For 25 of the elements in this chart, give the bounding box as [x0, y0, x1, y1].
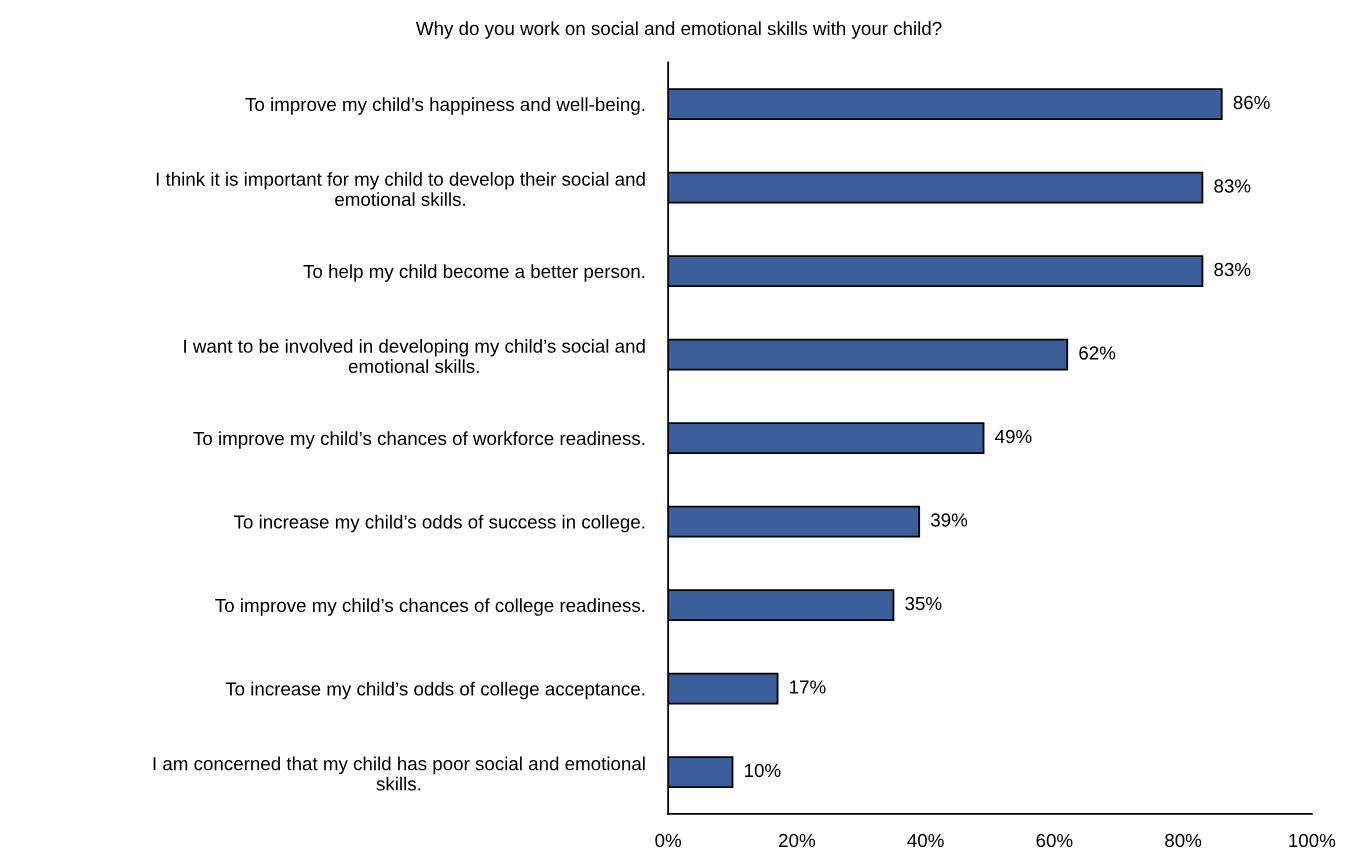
data-label: 83%	[1214, 179, 1251, 193]
data-label: 35%	[905, 596, 942, 611]
y-tick-label: I want to be involved in developing my child’s social and emotional skills.	[184, 339, 645, 374]
data-label: 62%	[1079, 346, 1116, 360]
x-tick-label: 40%	[907, 833, 944, 848]
data-label: 86%	[1233, 95, 1270, 110]
data-label: 17%	[790, 680, 826, 694]
y-tick-label: To improve my child’s chances of college readiness.	[215, 598, 645, 616]
x-tick-label: 20%	[779, 833, 815, 848]
y-tick-label: To increase my child’s odds of success in college.	[234, 514, 645, 533]
y-tick-label: I am concerned that my child has poor social and emotional skills.	[153, 756, 645, 791]
data-label: 10%	[745, 763, 781, 778]
data-label: 83%	[1214, 262, 1251, 277]
y-tick-label: To improve my child’s chances of workforce readiness.	[193, 431, 645, 449]
y-tick-label: To increase my child’s odds of college acceptance.	[225, 681, 645, 700]
x-tick-label: 100%	[1289, 833, 1336, 848]
y-tick-label: To help my child become a better person.	[303, 264, 645, 282]
x-tick-label: 0%	[655, 833, 682, 848]
y-tick-label: To improve my child’s happiness and well-being.	[245, 97, 645, 115]
y-tick-label: I think it is important for my child to develop their social and emotional skills.	[156, 172, 645, 207]
data-label: 49%	[995, 429, 1032, 444]
x-tick-label: 80%	[1165, 833, 1202, 848]
x-tick-label: 60%	[1036, 833, 1073, 848]
chart-title: Why do you work on social and emotional skills with your child?	[415, 21, 942, 39]
data-label: 39%	[931, 513, 968, 527]
